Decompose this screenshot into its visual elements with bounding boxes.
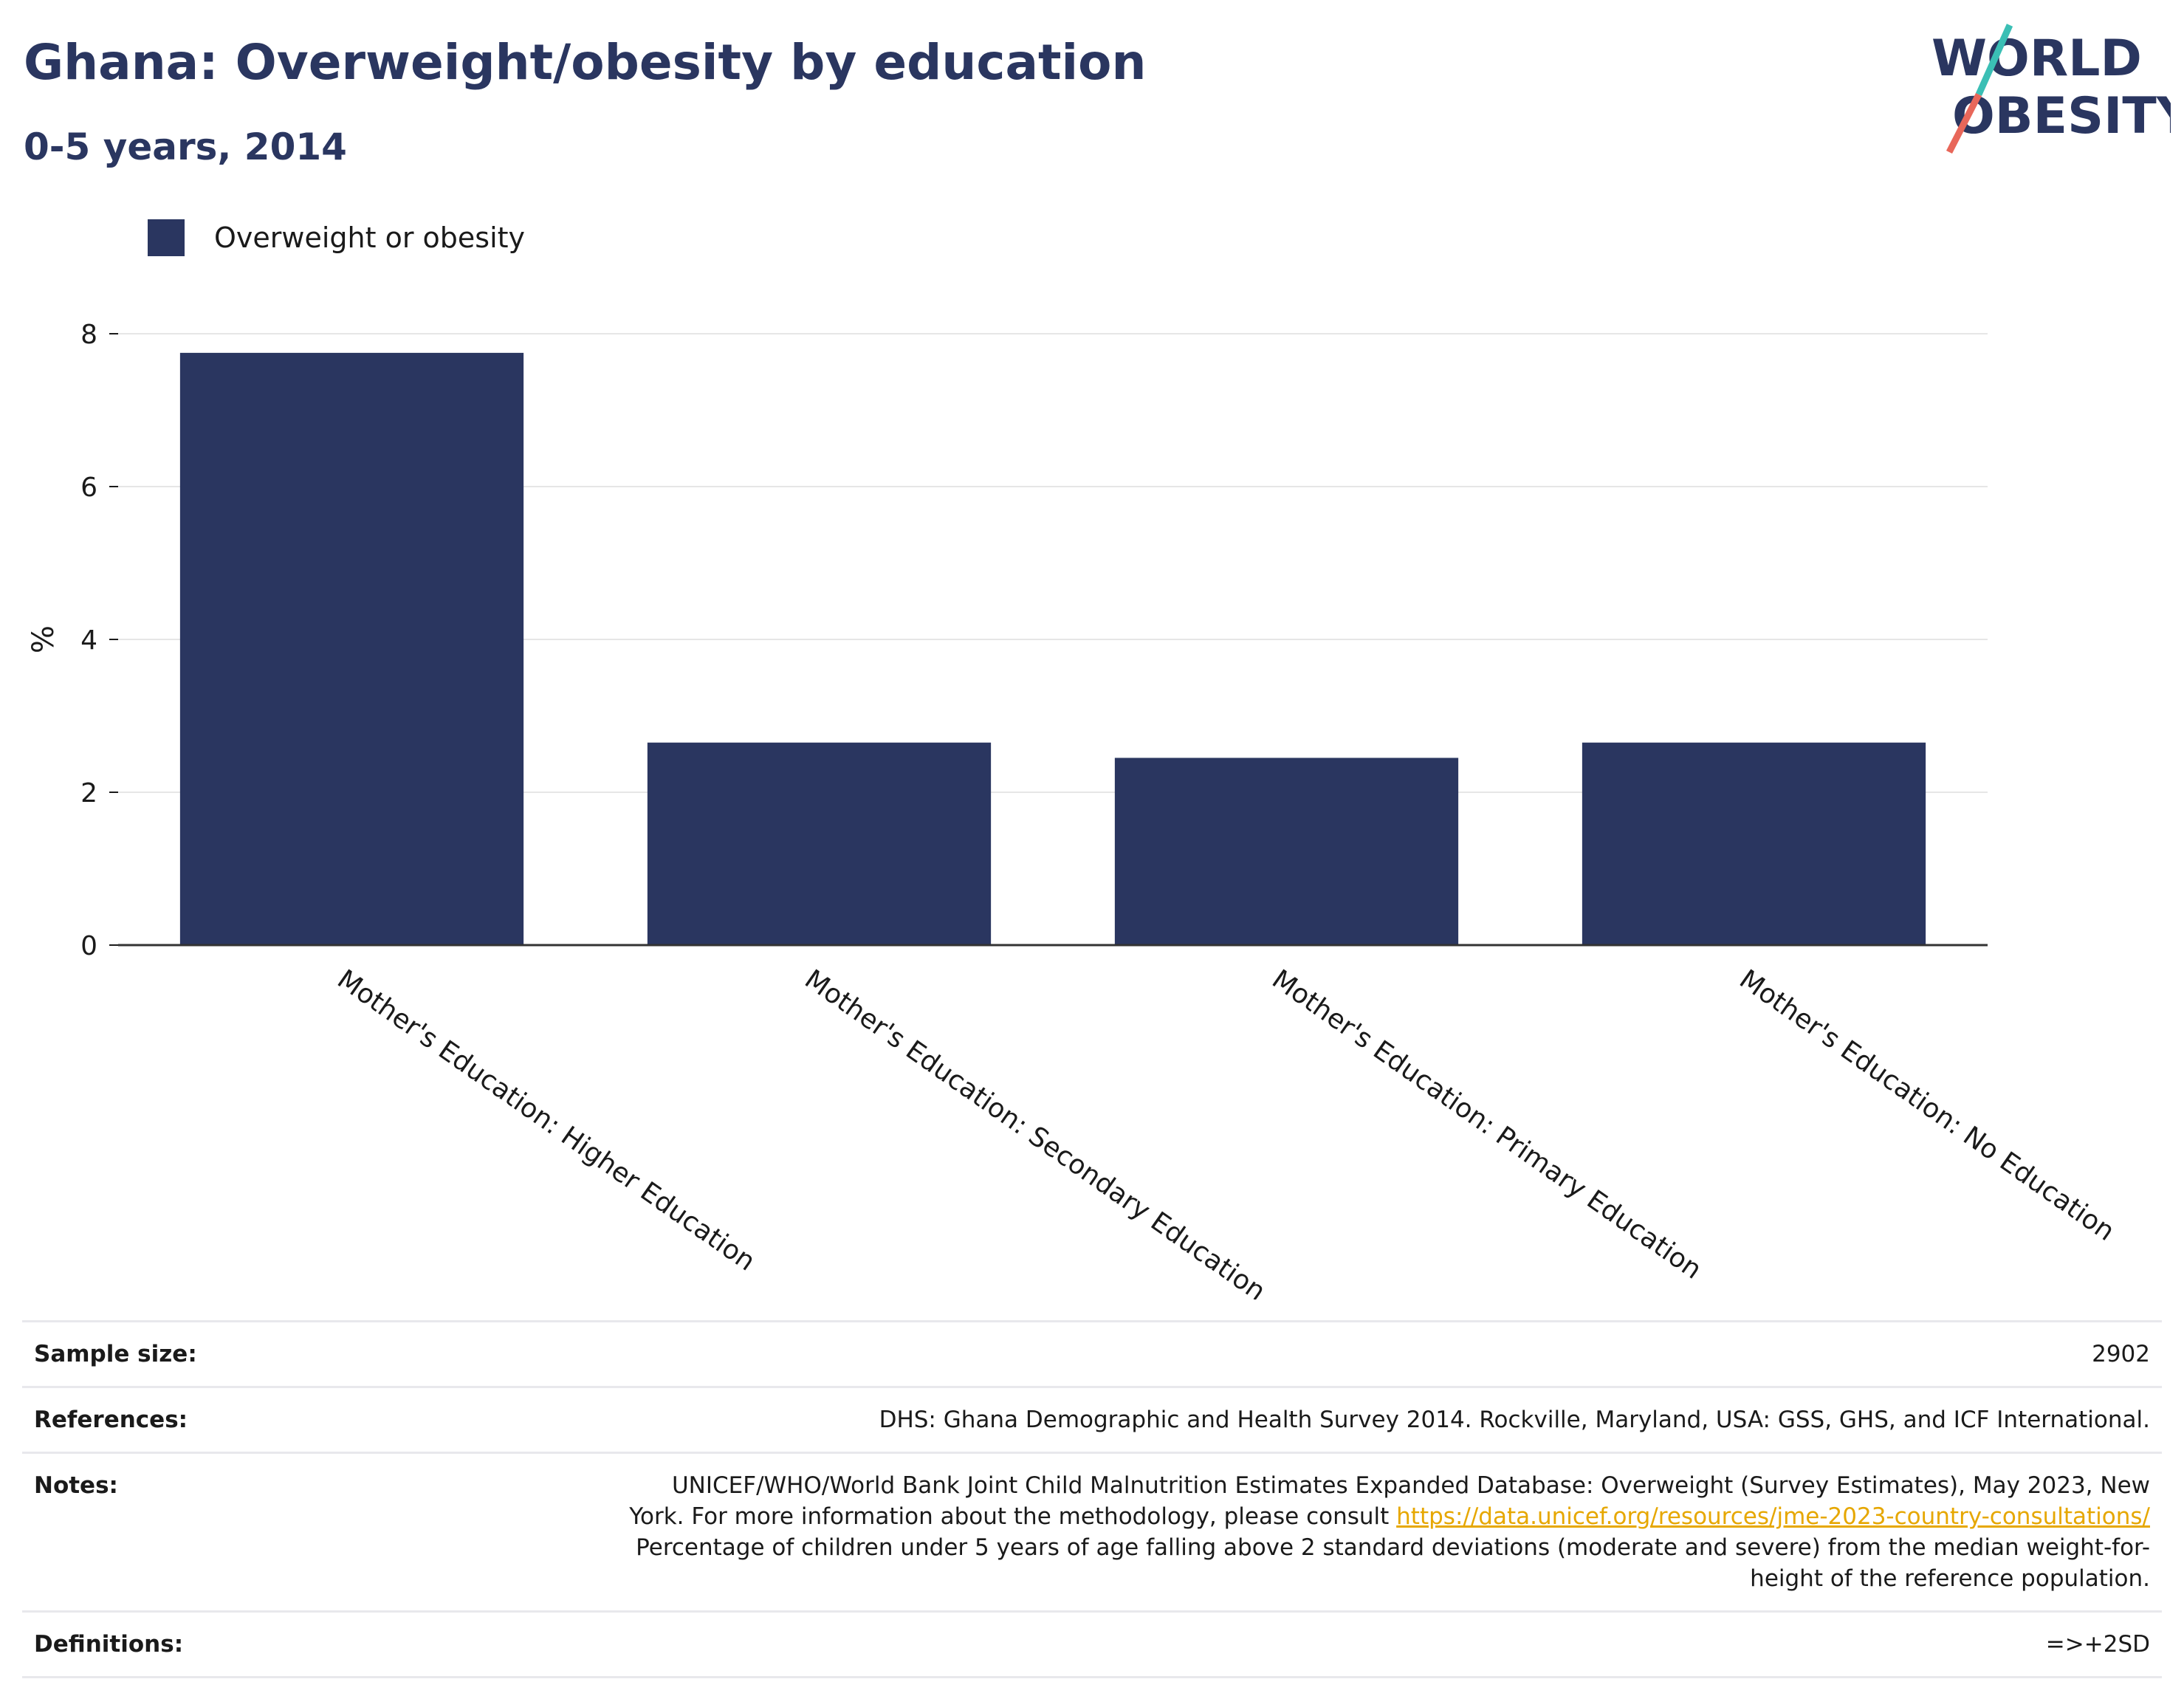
page-title: Ghana: Overweight/obesity by education: [24, 34, 1147, 91]
bar-chart: 0 2 4 6 8 Mother's Education: Higher Educatio…: [27, 320, 2120, 1300]
chart-legend: Overweight or obesity: [148, 219, 525, 257]
notes-text-1: UNICEF/WHO/World Bank Joint Child Malnut…: [629, 1472, 2150, 1530]
logo-line-2: OBESITY: [1952, 87, 2171, 145]
y-axis-label: %: [27, 625, 61, 653]
sample-size-value: 2902: [2092, 1341, 2150, 1367]
world-obesity-logo: WORLD OBESITY: [1931, 24, 2171, 154]
notes-row: Notes: UNICEF/WHO/World Bank Joint Child…: [22, 1452, 2162, 1610]
y-tick-label: 2: [80, 778, 97, 808]
x-tick-label: Mother's Education: Higher Education: [332, 964, 760, 1277]
bar: [179, 352, 524, 945]
y-tick-label: 0: [80, 931, 97, 961]
logo-slash-coral: [1946, 92, 1982, 154]
references-label: References:: [34, 1407, 188, 1433]
x-tick-label: Mother's Education: Primary Education: [1266, 964, 1707, 1285]
bar: [647, 742, 992, 945]
sample-size-label: Sample size:: [34, 1341, 197, 1367]
definitions-value: =>+2SD: [2045, 1631, 2150, 1658]
notes-value: UNICEF/WHO/World Bank Joint Child Malnut…: [614, 1470, 2150, 1594]
bars: [179, 352, 1926, 945]
references-row: References: DHS: Ghana Demographic and H…: [22, 1386, 2162, 1452]
definitions-label: Definitions:: [34, 1631, 184, 1658]
definitions-row: Definitions: =>+2SD: [22, 1610, 2162, 1678]
references-value: DHS: Ghana Demographic and Health Survey…: [879, 1407, 2150, 1433]
y-tick-label: 6: [80, 473, 97, 503]
logo-line-1: WORLD: [1931, 30, 2142, 88]
logo-slash-teal: [1975, 24, 2013, 96]
x-tick-label: Mother's Education: Secondary Education: [799, 964, 1271, 1300]
sample-size-row: Sample size: 2902: [22, 1320, 2162, 1386]
page-subtitle: 0-5 years, 2014: [24, 126, 347, 168]
bar: [1114, 758, 1459, 945]
axes: [109, 333, 1988, 947]
notes-label: Notes:: [34, 1472, 118, 1499]
legend-label: Overweight or obesity: [214, 222, 526, 254]
info-table: Sample size: 2902 References: DHS: Ghana…: [22, 1320, 2162, 1678]
notes-text-2: Percentage of children under 5 years of …: [636, 1534, 2150, 1592]
y-tick-label: 8: [80, 320, 97, 350]
x-tick-label: Mother's Education: No Education: [1734, 964, 2120, 1247]
notes-link[interactable]: https://data.unicef.org/resources/jme-20…: [1396, 1503, 2150, 1530]
y-tick-label: 4: [80, 625, 97, 656]
bar: [1582, 742, 1926, 945]
legend-swatch: [148, 219, 185, 256]
